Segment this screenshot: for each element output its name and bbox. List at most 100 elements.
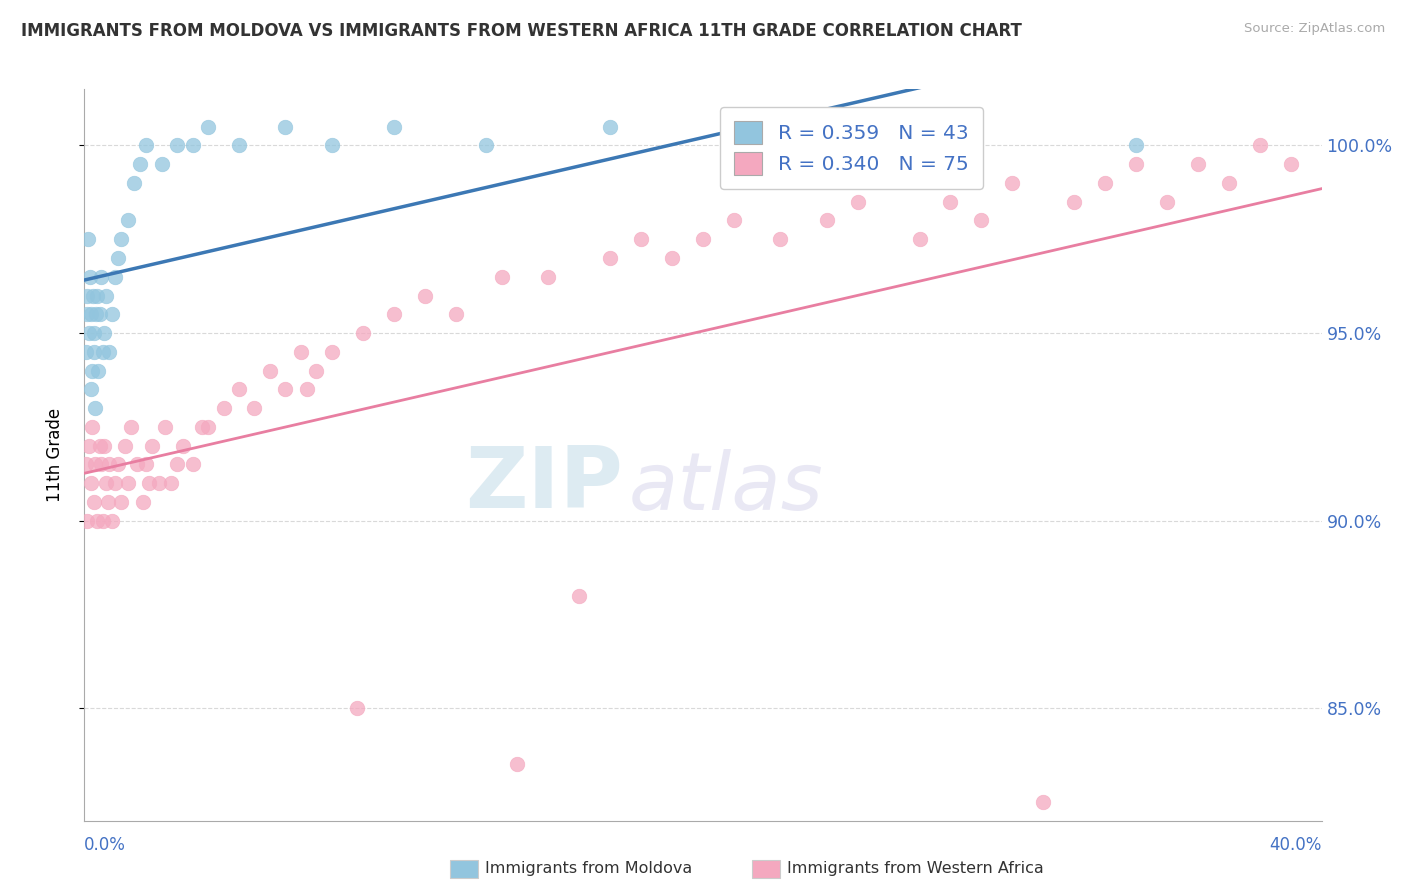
Point [382,120,405,134]
Point [83,344,105,359]
Point [290,344,312,359]
Point [93,438,115,452]
Point [90,269,112,284]
Point [80,307,103,321]
Point [82,419,104,434]
Point [352,326,374,340]
Point [1249,138,1271,153]
Point [197,419,219,434]
Point [82,363,104,377]
Text: Source: ZipAtlas.com: Source: ZipAtlas.com [1244,22,1385,36]
Point [98,458,121,472]
Point [135,138,157,153]
Point [1125,138,1147,153]
Point [138,476,160,491]
Point [692,232,714,246]
Point [970,213,993,227]
Point [148,476,170,491]
Point [129,157,152,171]
Point [83,326,105,340]
Point [274,120,297,134]
Point [413,288,436,302]
Point [228,138,250,153]
Text: 0.0%: 0.0% [84,836,127,854]
Text: ZIP: ZIP [465,442,623,525]
Point [77,326,100,340]
Point [75,344,97,359]
Point [110,232,132,246]
Point [1032,795,1054,809]
Point [181,138,204,153]
Text: Immigrants from Western Africa: Immigrants from Western Africa [787,862,1045,876]
Point [79,476,101,491]
Point [1187,157,1209,171]
Point [141,438,163,452]
Point [135,458,157,472]
Point [120,419,142,434]
Point [110,495,132,509]
Point [475,138,498,153]
Point [506,757,529,772]
Point [87,363,110,377]
Point [91,344,114,359]
Point [84,401,107,415]
Point [75,458,97,472]
Point [815,213,838,227]
Point [79,382,101,396]
Point [107,251,129,265]
Text: atlas: atlas [628,449,824,527]
Point [212,401,235,415]
Point [877,832,900,847]
Point [91,514,114,528]
Point [321,344,343,359]
Point [1001,176,1024,190]
Point [491,269,513,284]
Point [274,382,297,396]
Point [1279,157,1302,171]
Point [84,458,107,472]
Point [346,701,368,715]
Point [172,438,194,452]
Point [243,401,266,415]
Point [86,288,108,302]
Point [939,120,962,134]
Point [76,307,98,321]
Point [77,232,100,246]
Point [153,419,176,434]
Point [305,363,328,377]
Point [89,307,111,321]
Point [228,382,250,396]
Point [769,232,792,246]
Point [1156,194,1178,209]
Point [79,269,101,284]
Point [117,213,139,227]
Point [93,326,115,340]
Point [101,514,124,528]
Point [86,514,108,528]
Point [104,476,127,491]
Text: Immigrants from Moldova: Immigrants from Moldova [485,862,692,876]
Point [82,288,104,302]
Text: IMMIGRANTS FROM MOLDOVA VS IMMIGRANTS FROM WESTERN AFRICA 11TH GRADE CORRELATION: IMMIGRANTS FROM MOLDOVA VS IMMIGRANTS FR… [21,22,1022,40]
Point [98,344,121,359]
Point [939,194,962,209]
Point [117,476,139,491]
Point [630,232,652,246]
Point [295,382,318,396]
Point [160,476,183,491]
Point [197,120,219,134]
Point [122,176,145,190]
Point [754,138,776,153]
Point [537,269,560,284]
Point [723,213,745,227]
Point [76,514,98,528]
Point [132,495,155,509]
Point [321,138,343,153]
Point [1094,176,1116,190]
Point [259,363,281,377]
Point [114,438,136,452]
Point [97,495,120,509]
Point [89,438,111,452]
Point [599,251,621,265]
Point [846,194,869,209]
